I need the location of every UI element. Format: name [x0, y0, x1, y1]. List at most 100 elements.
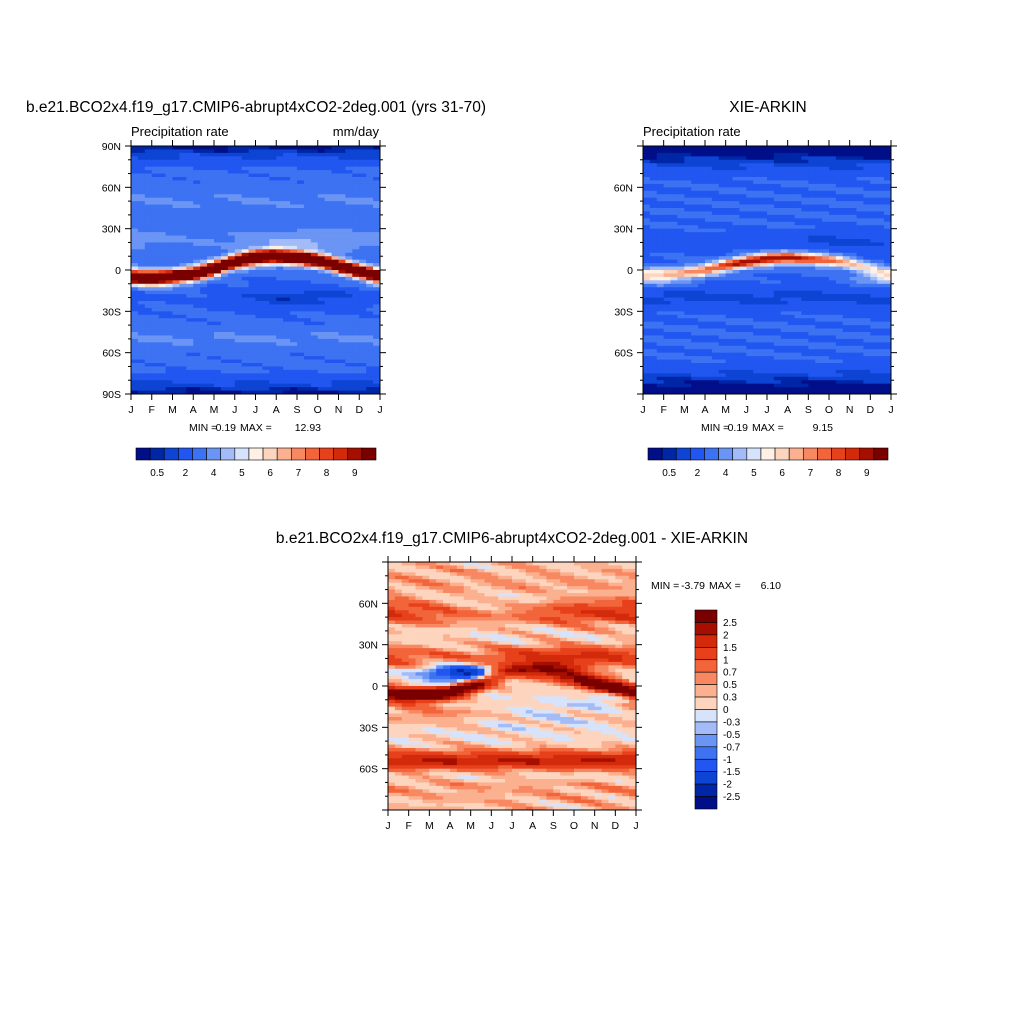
heatmap-cell	[262, 256, 270, 261]
heatmap-cell	[780, 376, 789, 381]
heatmap-cell	[158, 239, 166, 243]
heatmap-cell	[663, 314, 671, 319]
heatmap-cell	[324, 242, 332, 247]
heatmap-cell	[753, 242, 761, 247]
heatmap-cell	[345, 314, 353, 319]
heatmap-cell	[815, 252, 823, 257]
heatmap-cell	[691, 390, 699, 395]
heatmap-cell	[262, 380, 270, 385]
heatmap-cell	[131, 235, 139, 240]
heatmap-cell	[165, 159, 173, 164]
heatmap-cell	[345, 204, 353, 209]
heatmap-cell	[705, 252, 713, 257]
heatmap-cell	[144, 180, 153, 185]
heatmap-cell	[359, 208, 367, 212]
heatmap-cell	[207, 163, 215, 168]
heatmap-cell	[297, 363, 305, 367]
heatmap-cell	[718, 228, 727, 233]
heatmap-cell	[317, 156, 326, 161]
heatmap-cell	[186, 290, 194, 295]
heatmap-cell	[172, 256, 180, 261]
heatmap-cell	[186, 276, 194, 281]
heatmap-cell	[815, 187, 823, 192]
heatmap-cell	[227, 256, 236, 261]
heatmap-cell	[801, 294, 809, 298]
heatmap-cell	[649, 311, 658, 316]
heatmap-cell	[200, 225, 208, 230]
heatmap-cell	[829, 146, 837, 150]
heatmap-cell	[856, 214, 864, 219]
heatmap-cell	[158, 376, 166, 381]
heatmap-cell	[773, 342, 782, 347]
heatmap-cell	[324, 366, 332, 371]
heatmap-cell	[165, 190, 173, 195]
heatmap-cell	[193, 294, 201, 298]
heatmap-cell	[310, 338, 319, 343]
heatmap-cell	[760, 232, 768, 236]
heatmap-cell	[373, 380, 381, 385]
heatmap-cell	[822, 311, 830, 316]
heatmap-cell	[310, 301, 319, 305]
heatmap-cell	[718, 163, 727, 168]
heatmap-cell	[331, 204, 339, 209]
heatmap-cell	[193, 273, 201, 278]
heatmap-cell	[656, 304, 665, 309]
heatmap-cell	[131, 366, 139, 371]
heatmap-cell	[773, 290, 782, 295]
heatmap-cell	[276, 363, 284, 367]
heatmap-cell	[317, 170, 326, 174]
heatmap-cell	[359, 276, 367, 281]
heatmap-cell	[207, 294, 215, 298]
heatmap-cell	[227, 270, 236, 274]
heatmap-cell	[144, 276, 153, 281]
heatmap-cell	[172, 301, 180, 305]
heatmap-cell	[822, 214, 830, 219]
heatmap-cell	[767, 356, 775, 360]
heatmap-cell	[822, 301, 830, 305]
heatmap-cell	[649, 280, 658, 285]
heatmap-cell	[269, 183, 277, 188]
heatmap-cell	[829, 390, 837, 395]
heatmap-cell	[193, 177, 201, 181]
heatmap-cell	[787, 170, 795, 174]
heatmap-cell	[158, 146, 166, 150]
heatmap-cell	[262, 218, 270, 223]
heatmap-cell	[193, 232, 201, 236]
heatmap-cell	[643, 183, 651, 188]
heatmap-cell	[684, 208, 692, 212]
heatmap-cell	[705, 218, 713, 223]
heatmap-cell	[144, 390, 153, 395]
heatmap-cell	[200, 263, 208, 267]
heatmap-cell	[649, 328, 658, 333]
heatmap-cell	[773, 249, 782, 254]
heatmap-cell	[227, 159, 236, 164]
heatmap-cell	[207, 177, 215, 181]
heatmap-cell	[131, 349, 139, 354]
heatmap-cell	[835, 159, 844, 164]
heatmap-cell	[324, 283, 332, 288]
heatmap-cell	[760, 373, 768, 378]
heatmap-cell	[829, 332, 837, 336]
heatmap-cell	[352, 380, 360, 385]
heatmap-cell	[649, 332, 658, 336]
heatmap-cell	[214, 311, 222, 316]
heatmap-cell	[829, 266, 837, 271]
heatmap-cell	[241, 211, 249, 216]
heatmap-cell	[131, 218, 139, 223]
heatmap-cell	[835, 259, 844, 264]
heatmap-cell	[649, 373, 658, 378]
heatmap-cell	[746, 383, 754, 388]
heatmap-cell	[698, 197, 706, 202]
heatmap-cell	[193, 276, 201, 281]
heatmap-cell	[801, 325, 809, 329]
heatmap-cell	[310, 287, 319, 292]
y-tick-label: 90S	[102, 389, 121, 401]
heatmap-cell	[808, 273, 816, 278]
heatmap-cell	[131, 369, 139, 374]
heatmap-cell	[725, 266, 733, 271]
colorbar-tick-label: 4	[211, 468, 217, 479]
heatmap-cell	[794, 232, 802, 236]
heatmap-cell	[241, 325, 249, 329]
heatmap-cell	[283, 221, 291, 226]
heatmap-cell	[151, 245, 160, 250]
